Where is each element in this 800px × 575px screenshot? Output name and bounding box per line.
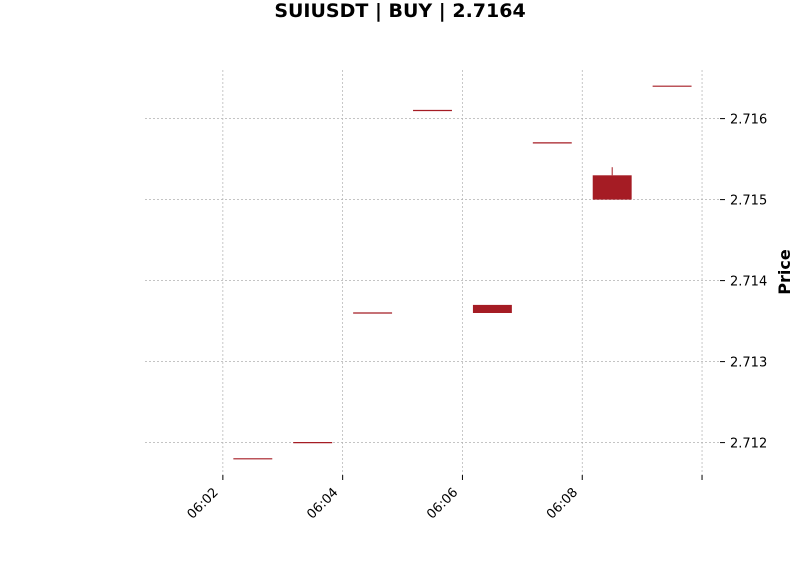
candle-body bbox=[592, 175, 632, 200]
y-tick-label: 2.714 bbox=[730, 275, 767, 290]
grid-lines bbox=[145, 70, 720, 475]
candle-06:08 bbox=[592, 167, 632, 200]
y-tick-label: 2.715 bbox=[730, 194, 767, 209]
y-axis-label: Price bbox=[775, 249, 794, 295]
x-tick-label: 06:08 bbox=[544, 485, 581, 522]
y-tick-label: 2.713 bbox=[730, 356, 767, 371]
candles bbox=[233, 85, 692, 460]
y-tick-label: 2.712 bbox=[730, 437, 767, 452]
candle-body bbox=[472, 304, 512, 313]
x-tick-label: 06:04 bbox=[304, 485, 341, 522]
x-tick-label: 06:02 bbox=[185, 485, 222, 522]
x-tick-label: 06:06 bbox=[424, 485, 461, 522]
y-axis: 2.712 2.713 2.714 2.715 2.716 bbox=[720, 113, 767, 452]
chart-title: SUIUSDT | BUY | 2.7164 bbox=[274, 0, 525, 22]
x-axis: 06:02 06:04 06:06 06:08 bbox=[185, 475, 703, 522]
y-tick-label: 2.716 bbox=[730, 113, 767, 128]
candle-06:06 bbox=[472, 304, 512, 313]
